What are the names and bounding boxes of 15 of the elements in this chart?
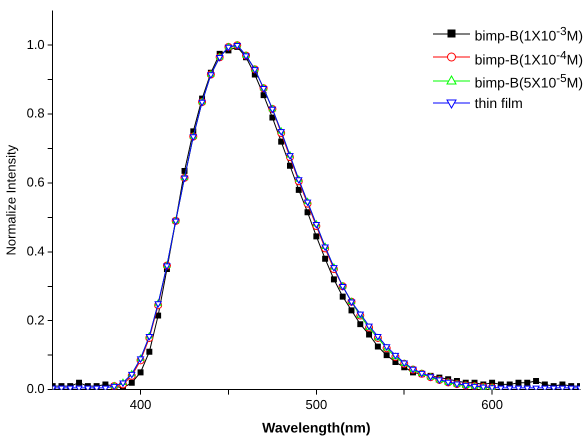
y-tick-label: 0.6 xyxy=(26,174,45,190)
y-tick-label: 1.0 xyxy=(26,36,45,52)
x-tick-label: 400 xyxy=(130,396,152,412)
y-tick-label: 0.2 xyxy=(26,312,45,328)
y-tick-label: 0.8 xyxy=(26,106,45,121)
y-axis-title: Normalize Intensity xyxy=(3,144,18,256)
legend-label: bimp-B(1X10$^{-3}$M) xyxy=(474,24,583,46)
legend-label: bimp-B(5X10$^{-5}$M) xyxy=(474,71,583,93)
y-tick-label: 0.4 xyxy=(26,243,45,258)
y-tick-label: 0.0 xyxy=(26,381,45,396)
x-tick-label: 600 xyxy=(481,396,503,412)
legend-label: thin film xyxy=(474,94,523,113)
x-axis-title: Wavelength(nm) xyxy=(262,419,371,436)
legend-label: bimp-B(1X10$^{-4}$M) xyxy=(474,48,583,70)
x-tick-label: 500 xyxy=(305,396,328,412)
